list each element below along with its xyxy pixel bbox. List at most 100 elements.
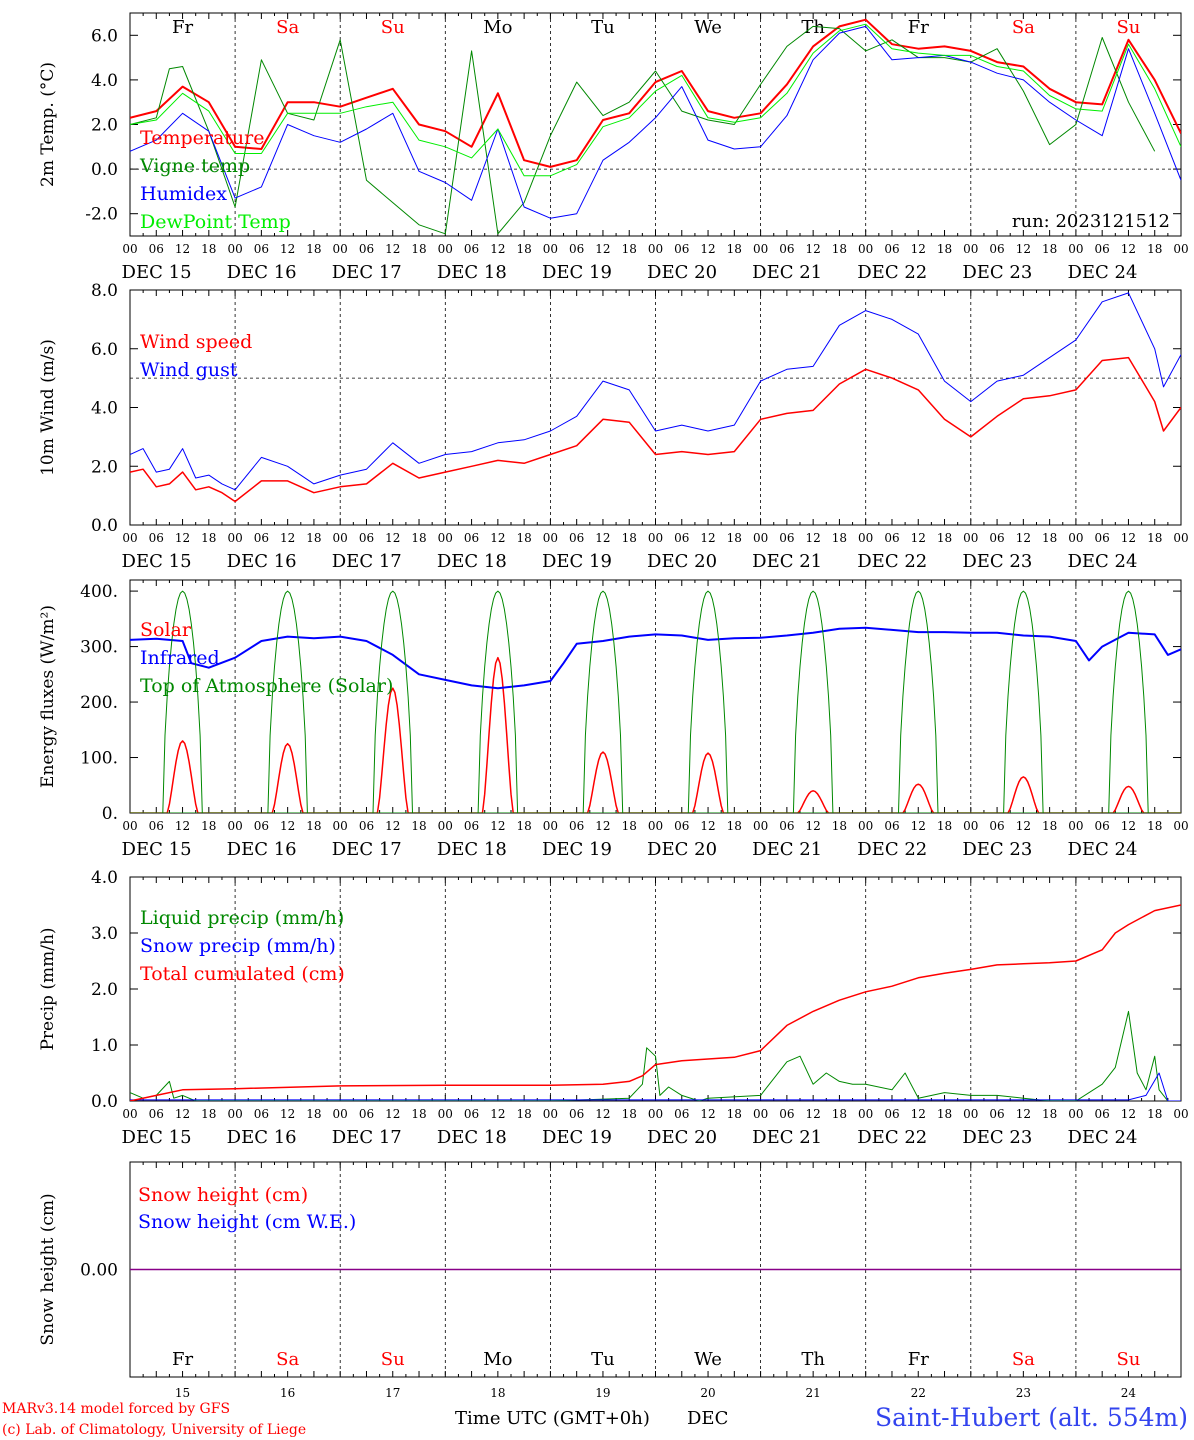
hour-tick-label: 06 bbox=[674, 242, 689, 256]
hour-tick-label: 00 bbox=[122, 531, 137, 545]
hour-tick-label: 12 bbox=[1016, 1107, 1031, 1121]
hour-tick-label: 18 bbox=[1147, 242, 1162, 256]
weekday-label: We bbox=[694, 1349, 722, 1370]
hour-tick-label: 12 bbox=[1121, 242, 1136, 256]
hour-tick-label: 12 bbox=[595, 531, 610, 545]
hour-tick-label: 06 bbox=[1095, 531, 1110, 545]
date-label: DEC 22 bbox=[857, 839, 927, 860]
weekday-label: Su bbox=[1116, 1349, 1140, 1370]
legend-entry: Infrared bbox=[140, 647, 220, 669]
date-label: DEC 20 bbox=[647, 262, 717, 283]
hour-tick-label: 06 bbox=[884, 819, 899, 833]
hour-tick-label: 12 bbox=[700, 819, 715, 833]
y-tick-label: 3.0 bbox=[91, 924, 118, 944]
hour-tick-label: 18 bbox=[516, 242, 531, 256]
hour-tick-label: 00 bbox=[963, 242, 978, 256]
hour-tick-label: 18 bbox=[937, 819, 952, 833]
hour-tick-label: 06 bbox=[359, 1107, 374, 1121]
series-humidex bbox=[130, 25, 1181, 219]
series-solar bbox=[130, 740, 236, 813]
hour-tick-label: 06 bbox=[779, 819, 794, 833]
hour-tick-label: 12 bbox=[385, 531, 400, 545]
weekday-label: Fr bbox=[908, 17, 929, 38]
date-label: DEC 17 bbox=[332, 262, 402, 283]
day-number: 23 bbox=[1016, 1386, 1031, 1400]
hour-tick-label: 06 bbox=[149, 242, 164, 256]
hour-tick-label: 12 bbox=[490, 531, 505, 545]
hour-tick-label: 18 bbox=[832, 531, 847, 545]
date-label: DEC 15 bbox=[122, 1127, 192, 1148]
hour-tick-label: 00 bbox=[227, 819, 242, 833]
date-label: DEC 18 bbox=[437, 839, 507, 860]
series-solar bbox=[760, 790, 866, 813]
weekday-label: Sa bbox=[1012, 17, 1035, 38]
hour-tick-label: 12 bbox=[700, 531, 715, 545]
y-tick-label: 1.0 bbox=[91, 1036, 118, 1056]
day-number: 17 bbox=[385, 1386, 400, 1400]
hour-tick-label: 06 bbox=[674, 819, 689, 833]
hour-tick-label: 12 bbox=[175, 819, 190, 833]
series-top-of-atmosphere-solar bbox=[372, 590, 413, 813]
hour-tick-label: 00 bbox=[753, 819, 768, 833]
hour-tick-label: 12 bbox=[490, 1107, 505, 1121]
weekday-label: Mo bbox=[483, 1349, 512, 1370]
hour-tick-label: 00 bbox=[858, 1107, 873, 1121]
hour-tick-label: 12 bbox=[385, 242, 400, 256]
hour-tick-label: 12 bbox=[280, 819, 295, 833]
series-wind-gust bbox=[130, 292, 1181, 491]
y-axis-label: Snow height (cm) bbox=[38, 1193, 58, 1345]
hour-tick-label: 18 bbox=[832, 242, 847, 256]
hour-tick-label: 12 bbox=[175, 531, 190, 545]
date-label: DEC 16 bbox=[227, 262, 297, 283]
date-label: DEC 23 bbox=[962, 1127, 1032, 1148]
date-label: DEC 20 bbox=[647, 1127, 717, 1148]
station-label: Saint-Hubert (alt. 554m) bbox=[875, 1403, 1188, 1432]
hour-tick-label: 00 bbox=[122, 242, 137, 256]
y-tick-label: 0. bbox=[102, 804, 118, 824]
panel-5: 0.00 Snow height (cm) Fr Sa Su Mo Tu We Th Fr Sa Su… bbox=[38, 1161, 1182, 1378]
hour-tick-label: 18 bbox=[411, 242, 426, 256]
date-label: DEC 15 bbox=[122, 551, 192, 572]
series-top-of-atmosphere-solar bbox=[1003, 590, 1044, 813]
hour-tick-label: 06 bbox=[884, 531, 899, 545]
hour-tick-label: 00 bbox=[753, 531, 768, 545]
y-tick-label: 100. bbox=[80, 749, 118, 769]
legend-entry: Snow height (cm W.E.) bbox=[138, 1211, 356, 1233]
hour-tick-label: 06 bbox=[569, 1107, 584, 1121]
hour-tick-label: 00 bbox=[438, 819, 453, 833]
weekday-label: Fr bbox=[172, 1349, 193, 1370]
date-label: DEC 19 bbox=[542, 839, 612, 860]
hour-tick-label: 06 bbox=[1095, 242, 1110, 256]
hour-tick-label: 00 bbox=[753, 1107, 768, 1121]
hour-tick-label: 00 bbox=[122, 819, 137, 833]
weekday-label: Fr bbox=[172, 17, 193, 38]
hour-tick-label: 00 bbox=[333, 1107, 348, 1121]
hour-tick-label: 12 bbox=[911, 242, 926, 256]
date-label: DEC 16 bbox=[227, 839, 297, 860]
hour-tick-label: 18 bbox=[727, 1107, 742, 1121]
y-tick-label: 4.0 bbox=[91, 399, 118, 419]
legend-entry: Liquid precip (mm/h) bbox=[140, 907, 344, 929]
hour-tick-label: 00 bbox=[333, 819, 348, 833]
y-tick-label: 2.0 bbox=[91, 457, 118, 477]
date-label: DEC 21 bbox=[752, 551, 822, 572]
panel-4: 0.0 1.0 2.0 3.0 4.0 Precip (mm/h) 00 06 12 18 DEC … bbox=[38, 868, 1189, 1148]
series-solar bbox=[550, 751, 656, 813]
date-label: DEC 23 bbox=[962, 839, 1032, 860]
series-solar bbox=[655, 752, 761, 813]
hour-tick-label: 18 bbox=[516, 819, 531, 833]
hour-tick-label: 18 bbox=[1147, 819, 1162, 833]
hour-tick-label: 18 bbox=[1042, 1107, 1057, 1121]
day-number: 16 bbox=[280, 1386, 295, 1400]
hour-tick-label: 12 bbox=[911, 1107, 926, 1121]
hour-tick-label: 06 bbox=[569, 242, 584, 256]
y-tick-label: -2.0 bbox=[85, 205, 118, 225]
hour-tick-label: 00 bbox=[438, 1107, 453, 1121]
series-wind-speed bbox=[130, 356, 1181, 503]
hour-tick-label: 00 bbox=[1173, 819, 1188, 833]
hour-tick-label: 00 bbox=[438, 531, 453, 545]
date-label: DEC 24 bbox=[1067, 262, 1137, 283]
hour-tick-label: 18 bbox=[937, 531, 952, 545]
hour-tick-label: 06 bbox=[989, 242, 1004, 256]
weekday-label: Sa bbox=[276, 1349, 299, 1370]
